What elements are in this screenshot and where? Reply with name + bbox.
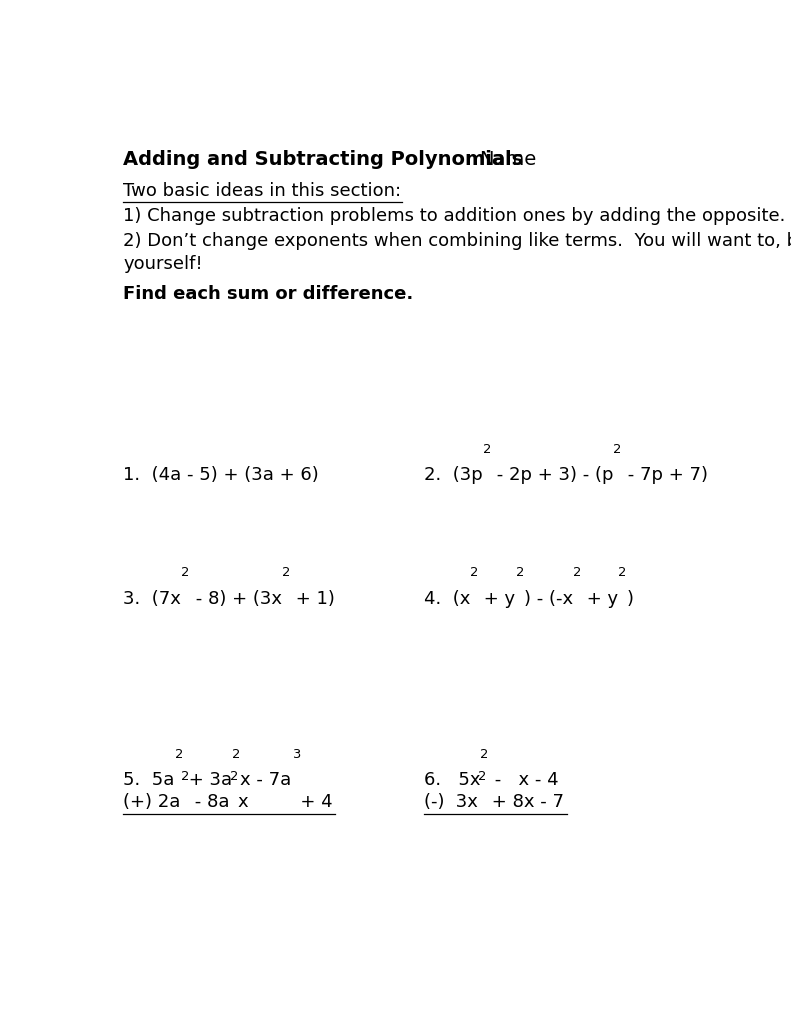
Text: 2: 2 — [619, 566, 626, 580]
Text: + 1): + 1) — [290, 590, 335, 607]
Text: yourself!: yourself! — [123, 255, 203, 272]
Text: 2) Don’t change exponents when combining like terms.  You will want to, but try : 2) Don’t change exponents when combining… — [123, 231, 791, 250]
Text: + 8x - 7: + 8x - 7 — [486, 793, 564, 811]
Text: -   x - 4: - x - 4 — [489, 771, 558, 790]
Text: (-): (-) — [424, 793, 450, 811]
Text: 2: 2 — [229, 770, 238, 782]
Text: - 8) + (3x: - 8) + (3x — [190, 590, 282, 607]
Text: + 3a: + 3a — [183, 771, 232, 790]
Text: Adding and Subtracting Polynomials: Adding and Subtracting Polynomials — [123, 151, 524, 170]
Text: 2: 2 — [613, 442, 622, 456]
Text: Two basic ideas in this section:: Two basic ideas in this section: — [123, 182, 402, 200]
Text: 2: 2 — [516, 566, 524, 580]
Text: 5.  5a: 5. 5a — [123, 771, 175, 790]
Text: 2: 2 — [573, 566, 581, 580]
Text: - 2p + 3) - (p: - 2p + 3) - (p — [490, 466, 613, 484]
Text: 2: 2 — [232, 748, 240, 761]
Text: 1.  (4a - 5) + (3a + 6): 1. (4a - 5) + (3a + 6) — [123, 466, 319, 484]
Text: 3: 3 — [292, 748, 300, 761]
Text: + y: + y — [581, 590, 619, 607]
Text: - 7p + 7): - 7p + 7) — [622, 466, 707, 484]
Text: Name: Name — [479, 151, 536, 170]
Text: x         + 4: x + 4 — [238, 793, 332, 811]
Text: 2: 2 — [478, 770, 486, 782]
Text: 2: 2 — [483, 442, 490, 456]
Text: 6.   5x: 6. 5x — [424, 771, 480, 790]
Text: 4.  (x: 4. (x — [424, 590, 470, 607]
Text: 2: 2 — [282, 566, 290, 580]
Text: Find each sum or difference.: Find each sum or difference. — [123, 285, 414, 302]
Text: 2.  (3p: 2. (3p — [424, 466, 483, 484]
Text: 2: 2 — [175, 748, 183, 761]
Text: 3.  (7x: 3. (7x — [123, 590, 181, 607]
Text: ) - (-x: ) - (-x — [524, 590, 573, 607]
Text: ): ) — [626, 590, 634, 607]
Text: 3x: 3x — [450, 793, 478, 811]
Text: (+) 2a: (+) 2a — [123, 793, 181, 811]
Text: + y: + y — [479, 590, 516, 607]
Text: - 8a: - 8a — [189, 793, 229, 811]
Text: 2: 2 — [470, 566, 479, 580]
Text: 2: 2 — [480, 748, 489, 761]
Text: 2: 2 — [181, 566, 190, 580]
Text: 1) Change subtraction problems to addition ones by adding the opposite.: 1) Change subtraction problems to additi… — [123, 207, 785, 225]
Text: 2: 2 — [181, 770, 189, 782]
Text: x - 7a: x - 7a — [240, 771, 292, 790]
